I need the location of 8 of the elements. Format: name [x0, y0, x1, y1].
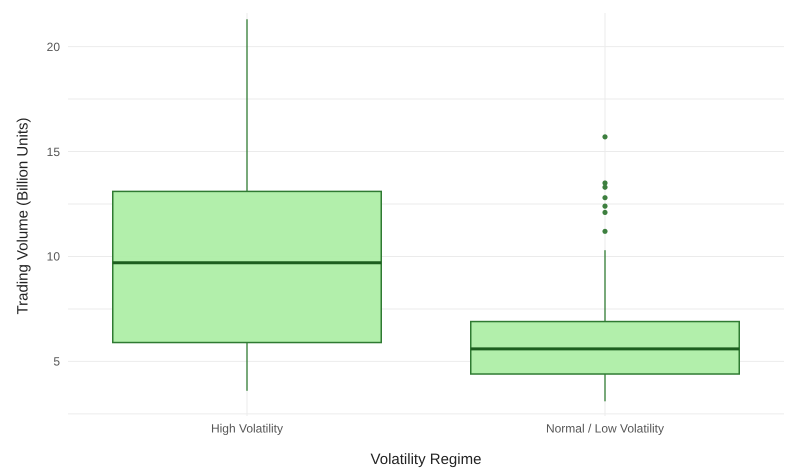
- y-tick-label: 10: [46, 250, 60, 264]
- y-tick-label: 20: [46, 40, 60, 54]
- x-axis-title: Volatility Regime: [370, 451, 482, 468]
- x-tick-label: High Volatility: [210, 422, 284, 436]
- x-tick-label: Normal / Low Volatility: [546, 422, 664, 436]
- y-tick-label: 15: [46, 144, 60, 159]
- y-axis-title: Trading Volume (Billion Units): [14, 117, 32, 314]
- y-tick-label: 5: [53, 354, 60, 369]
